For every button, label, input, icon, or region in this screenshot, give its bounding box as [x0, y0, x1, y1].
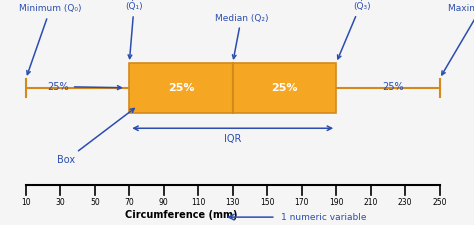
Text: 170: 170 [294, 198, 309, 207]
Text: 50: 50 [90, 198, 100, 207]
Text: 25%: 25% [271, 83, 298, 93]
Text: 25%: 25% [47, 82, 121, 92]
Text: 25%: 25% [168, 83, 194, 93]
Text: 10: 10 [21, 198, 31, 207]
Text: 210: 210 [364, 198, 378, 207]
Text: IQR: IQR [224, 134, 241, 144]
Text: 130: 130 [226, 198, 240, 207]
Text: 190: 190 [329, 198, 343, 207]
Text: 1 numeric variable: 1 numeric variable [281, 213, 366, 222]
Text: First quartile
(Q₁): First quartile (Q₁) [106, 0, 163, 58]
Text: Circumference (mm): Circumference (mm) [125, 211, 237, 220]
Text: Median (Q₂): Median (Q₂) [215, 14, 268, 58]
Text: 70: 70 [124, 198, 134, 207]
Text: Third quartile
(Q₃): Third quartile (Q₃) [331, 0, 392, 59]
Text: 110: 110 [191, 198, 205, 207]
Text: 30: 30 [55, 198, 65, 207]
Text: 90: 90 [159, 198, 169, 207]
Text: 25%: 25% [382, 82, 404, 92]
Text: 230: 230 [398, 198, 412, 207]
Text: 150: 150 [260, 198, 274, 207]
Text: Box: Box [57, 108, 134, 165]
Text: 250: 250 [432, 198, 447, 207]
Text: Maximum (Q₄): Maximum (Q₄) [442, 4, 474, 75]
Text: Minimum (Q₀): Minimum (Q₀) [19, 4, 82, 74]
Bar [129, 63, 336, 112]
